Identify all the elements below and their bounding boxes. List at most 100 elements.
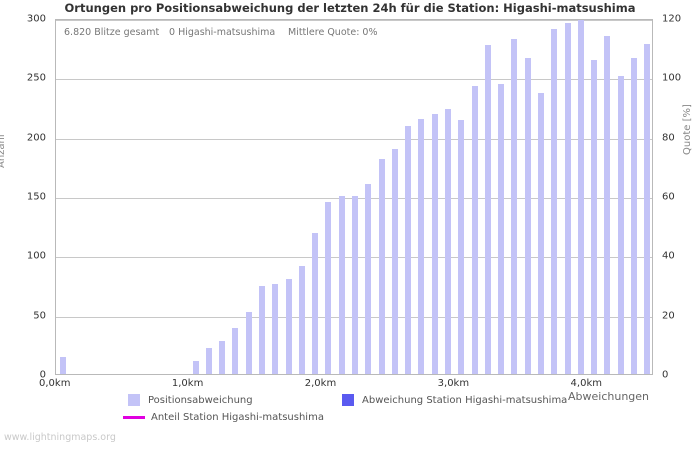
y-tick-left — [55, 151, 56, 152]
y-tick-left — [55, 340, 56, 341]
y-axis-left-label: Anzahl — [0, 134, 7, 168]
y-tick-left — [55, 56, 56, 57]
bar — [471, 85, 478, 374]
y-tick-left — [55, 234, 56, 235]
y-tick-label-right: 0 — [662, 369, 669, 381]
chart-title: Ortungen pro Positionsabweichung der let… — [64, 1, 636, 15]
y-axis-right-label: Quote [%] — [682, 104, 693, 155]
bar — [577, 20, 584, 374]
bar — [484, 45, 491, 374]
bar — [192, 360, 199, 374]
y-tick-label-right: 100 — [662, 72, 682, 84]
plot-area: 6.820 Blitze gesamt 0 Higashi-matsushima… — [55, 19, 653, 375]
y-tick-left — [55, 293, 56, 294]
bar — [365, 184, 372, 374]
bar — [298, 266, 305, 374]
y-tick-left — [55, 269, 56, 270]
y-tick-left — [55, 127, 56, 128]
y-tick-left — [55, 44, 56, 45]
bar — [285, 279, 292, 374]
legend-item-positionsabweichung[interactable]: Positionsabweichung — [128, 394, 253, 406]
y-tick-left — [55, 162, 56, 163]
legend-item-label: Abweichung Station Higashi-matsushima — [362, 394, 568, 406]
bar — [524, 58, 531, 374]
x-tick-label: 3,0km — [437, 378, 470, 389]
legend-line-swatch-icon — [123, 416, 145, 419]
y-tick-label-left: 250 — [26, 72, 46, 84]
y-tick-label-right: 40 — [662, 250, 675, 262]
y-tick-label-right: 80 — [662, 132, 675, 144]
y-tick-left — [55, 257, 56, 258]
legend-item-abweichung-station[interactable]: Abweichung Station Higashi-matsushima — [342, 394, 567, 406]
bar — [219, 340, 226, 374]
gridline — [56, 79, 652, 81]
x-tick-label: 4,0km — [570, 378, 602, 389]
bar — [338, 196, 345, 374]
y-tick-left — [55, 222, 56, 223]
bar — [431, 114, 438, 374]
bar — [59, 357, 66, 374]
bar — [418, 118, 425, 374]
bar — [405, 126, 412, 374]
y-tick-left — [55, 91, 56, 92]
bar-series-layer — [56, 20, 652, 374]
y-tick-left — [55, 245, 56, 246]
y-tick-left — [55, 139, 56, 140]
bar — [617, 76, 624, 374]
bar — [272, 283, 279, 374]
y-tick-left — [55, 352, 56, 353]
bar — [232, 327, 239, 374]
bar — [538, 92, 545, 374]
y-tick-left — [55, 32, 56, 33]
legend-item-label: Positionsabweichung — [148, 394, 253, 406]
chart-legend: Positionsabweichung Abweichung Station H… — [0, 392, 700, 432]
x-tick-label: 0,0km — [39, 378, 71, 389]
y-tick-label-right: 120 — [662, 13, 682, 25]
y-tick-left — [55, 115, 56, 116]
legend-color-swatch-icon — [128, 394, 140, 406]
bar — [458, 120, 465, 374]
y-tick-left — [55, 79, 56, 80]
bar — [551, 28, 558, 374]
y-tick-left — [55, 198, 56, 199]
bar — [644, 44, 651, 374]
x-axis-label: Abweichungen — [568, 390, 650, 403]
bar — [631, 58, 638, 374]
y-tick-label-right: 20 — [662, 310, 675, 322]
y-tick-left — [55, 364, 56, 365]
y-tick-label-left: 150 — [26, 191, 46, 203]
bar — [352, 196, 358, 374]
y-tick-label-left: 100 — [26, 250, 46, 262]
y-tick-label-left: 300 — [26, 13, 46, 25]
bar — [591, 59, 598, 374]
legend-item-anteil-station[interactable]: Anteil Station Higashi-matsushima — [123, 412, 324, 423]
bar — [258, 286, 265, 374]
y-tick-left — [55, 281, 56, 282]
bar — [511, 39, 518, 374]
y-tick-label-right: 60 — [662, 191, 675, 203]
bar — [604, 35, 611, 374]
bar — [205, 347, 212, 374]
legend-item-label: Anteil Station Higashi-matsushima — [151, 412, 324, 423]
y-tick-label-left: 50 — [33, 310, 46, 322]
y-tick-left — [55, 174, 56, 175]
y-tick-left — [55, 103, 56, 104]
y-tick-left — [55, 210, 56, 211]
x-tick-label: 2,0km — [304, 378, 337, 389]
y-tick-left — [55, 317, 56, 318]
bar — [325, 201, 332, 374]
y-tick-label-left: 200 — [26, 132, 46, 144]
annotation-mean-quote: Mittlere Quote: 0% — [288, 27, 378, 38]
legend-color-swatch-icon — [342, 394, 354, 406]
y-tick-left — [55, 186, 56, 187]
gridline — [56, 20, 652, 21]
bar — [378, 159, 385, 374]
y-tick-left — [55, 67, 56, 68]
bar — [245, 312, 252, 374]
annotation-station-count: 0 Higashi-matsushima — [169, 27, 276, 38]
y-tick-left — [55, 329, 56, 330]
bar — [498, 84, 505, 374]
bar — [391, 148, 398, 374]
watermark: www.lightningmaps.org — [4, 432, 116, 443]
y-tick-left — [55, 305, 56, 306]
